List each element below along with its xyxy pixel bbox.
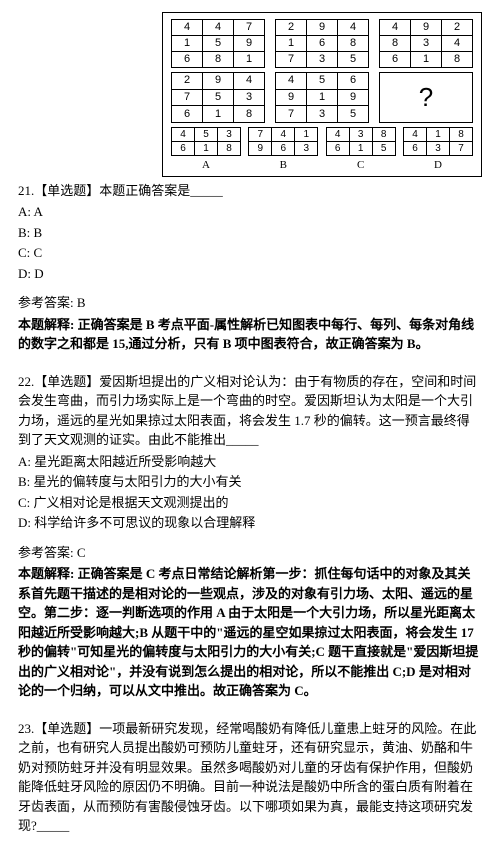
grid-top-right: 492 834 618 xyxy=(379,19,473,68)
q22-choice-A: A: 星光距离太阳越近所受影响越大 xyxy=(18,452,482,472)
q22-choice-B: B: 星光的偏转度与太阳引力的大小有关 xyxy=(18,472,482,492)
q22-choice-C: C: 广义相对论是根据天文观测提出的 xyxy=(18,493,482,513)
grid-top-mid: 294 168 735 xyxy=(275,19,369,68)
q21-choice-A: A: A xyxy=(18,202,482,222)
option-C-grid: 438 615 xyxy=(326,127,396,156)
q22-answer-label: 参考答案: C xyxy=(18,543,482,563)
option-B-label: B xyxy=(280,157,287,174)
option-A-label: A xyxy=(202,157,210,174)
option-D-label: D xyxy=(434,157,442,174)
option-D-wrap: 418 637 D xyxy=(403,127,473,174)
option-C-wrap: 438 615 C xyxy=(326,127,396,174)
option-B-grid: 741 963 xyxy=(248,127,318,156)
figure-mid-row: 294 753 618 456 919 735 ? xyxy=(171,72,473,123)
option-A-wrap: 453 618 A xyxy=(171,127,241,174)
q21-choice-B: B: B xyxy=(18,223,482,243)
option-B-wrap: 741 963 B xyxy=(248,127,318,174)
q21-choices: A: A B: B C: C D: D xyxy=(18,202,482,283)
figure-container: 447 159 681 294 168 735 492 834 618 294 … xyxy=(18,12,482,177)
figure-top-row: 447 159 681 294 168 735 492 834 618 xyxy=(171,19,473,68)
q22-choices: A: 星光距离太阳越近所受影响越大 B: 星光的偏转度与太阳引力的大小有关 C:… xyxy=(18,452,482,533)
q21-stem: 21.【单选题】本题正确答案是_____ xyxy=(18,181,482,201)
q21-explanation: 本题解释: 正确答案是 B 考点平面-属性解析已知图表中每行、每列、每条对角线的… xyxy=(18,315,482,354)
q22-choice-D: D: 科学给许多不可思议的现象以合理解释 xyxy=(18,513,482,533)
option-D-grid: 418 637 xyxy=(403,127,473,156)
q23-stem: 23.【单选题】一项最新研究发现，经常喝酸奶有降低儿童患上蛀牙的风险。在此之前，… xyxy=(18,719,482,836)
q22-explanation: 本题解释: 正确答案是 C 考点日常结论解析第一步：抓住每句话中的对象及其关系首… xyxy=(18,564,482,701)
q21-choice-D: D: D xyxy=(18,264,482,284)
grid-mid-mid: 456 919 735 xyxy=(275,72,369,123)
q21-choice-C: C: C xyxy=(18,243,482,263)
option-C-label: C xyxy=(357,157,364,174)
option-A-grid: 453 618 xyxy=(171,127,241,156)
q22-stem: 22.【单选题】爱因斯坦提出的广义相对论认为：由于有物质的存在，空间和时间会发生… xyxy=(18,372,482,450)
matrix-figure: 447 159 681 294 168 735 492 834 618 294 … xyxy=(162,12,482,177)
q21-answer-label: 参考答案: B xyxy=(18,293,482,313)
question-mark-cell: ? xyxy=(379,72,473,123)
grid-mid-left: 294 753 618 xyxy=(171,72,265,123)
figure-options-row: 453 618 A 741 963 B 438 615 C xyxy=(171,127,473,174)
grid-top-left: 447 159 681 xyxy=(171,19,265,68)
